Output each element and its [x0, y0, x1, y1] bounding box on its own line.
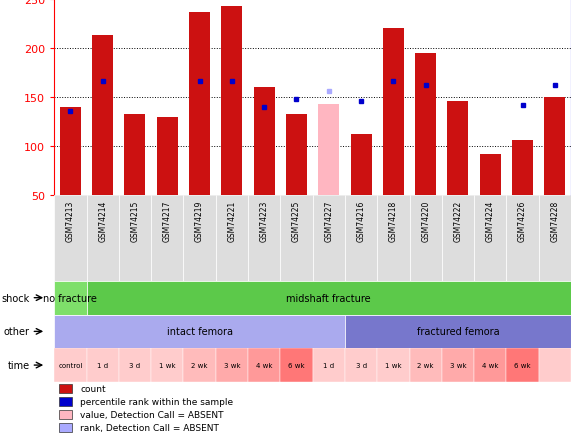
Bar: [313, 196, 345, 281]
Text: count: count: [80, 384, 106, 393]
Bar: [183, 196, 216, 281]
Bar: [318, 105, 339, 196]
Bar: [54, 196, 87, 281]
Bar: [280, 196, 313, 281]
Bar: [506, 349, 538, 382]
Bar: [345, 196, 377, 281]
Bar: [216, 349, 248, 382]
Text: 1 wk: 1 wk: [385, 362, 401, 368]
Bar: [286, 115, 307, 196]
Bar: [345, 349, 377, 382]
Bar: [216, 196, 248, 281]
Text: GSM74213: GSM74213: [66, 200, 75, 241]
Bar: [92, 36, 113, 196]
Text: GSM74218: GSM74218: [389, 200, 398, 241]
Bar: [183, 349, 216, 382]
Text: no fracture: no fracture: [43, 293, 97, 303]
Text: rank, Detection Call = ABSENT: rank, Detection Call = ABSENT: [80, 423, 219, 432]
Bar: [60, 108, 81, 196]
Bar: [474, 349, 506, 382]
Bar: [448, 102, 468, 196]
Text: GSM74226: GSM74226: [518, 200, 527, 241]
Text: GSM74217: GSM74217: [163, 200, 172, 241]
Text: percentile rank within the sample: percentile rank within the sample: [80, 397, 233, 406]
Bar: [54, 349, 87, 382]
Bar: [442, 349, 474, 382]
Bar: [124, 115, 146, 196]
Text: 4 wk: 4 wk: [256, 362, 272, 368]
Bar: [254, 88, 275, 196]
Bar: [54, 281, 87, 315]
Text: GSM74225: GSM74225: [292, 200, 301, 241]
Bar: [506, 196, 538, 281]
Bar: [59, 410, 73, 419]
Bar: [87, 196, 119, 281]
Text: 1 wk: 1 wk: [159, 362, 176, 368]
Text: 1 d: 1 d: [323, 362, 335, 368]
Bar: [544, 98, 565, 196]
Text: GSM74227: GSM74227: [324, 200, 333, 241]
Bar: [59, 397, 73, 406]
Text: time: time: [8, 360, 30, 370]
Bar: [151, 349, 183, 382]
Text: 2 wk: 2 wk: [417, 362, 434, 368]
Text: 6 wk: 6 wk: [514, 362, 531, 368]
Text: GSM74220: GSM74220: [421, 200, 430, 241]
Text: GSM74228: GSM74228: [550, 200, 560, 241]
Text: 6 wk: 6 wk: [288, 362, 305, 368]
Bar: [54, 315, 345, 349]
Bar: [377, 196, 409, 281]
Bar: [383, 30, 404, 196]
Bar: [313, 349, 345, 382]
Bar: [222, 7, 242, 196]
Bar: [119, 349, 151, 382]
Text: GSM74214: GSM74214: [98, 200, 107, 241]
Bar: [59, 384, 73, 393]
Bar: [248, 196, 280, 281]
Bar: [151, 196, 183, 281]
Bar: [474, 196, 506, 281]
Text: midshaft fracture: midshaft fracture: [287, 293, 371, 303]
Bar: [351, 135, 372, 196]
Text: GSM74219: GSM74219: [195, 200, 204, 241]
Text: GSM74215: GSM74215: [131, 200, 139, 241]
Text: other: other: [4, 327, 30, 337]
Bar: [377, 349, 409, 382]
Bar: [280, 349, 313, 382]
Text: 4 wk: 4 wk: [482, 362, 498, 368]
Text: control: control: [58, 362, 83, 368]
Bar: [119, 196, 151, 281]
Bar: [189, 13, 210, 196]
Text: GSM74222: GSM74222: [453, 200, 463, 241]
Bar: [442, 196, 474, 281]
Bar: [538, 349, 571, 382]
Text: 3 wk: 3 wk: [224, 362, 240, 368]
Text: 3 wk: 3 wk: [449, 362, 467, 368]
Bar: [409, 349, 442, 382]
Text: value, Detection Call = ABSENT: value, Detection Call = ABSENT: [80, 410, 224, 419]
Bar: [512, 141, 533, 196]
Bar: [87, 349, 119, 382]
Bar: [409, 196, 442, 281]
Text: 1 d: 1 d: [97, 362, 108, 368]
Bar: [415, 54, 436, 196]
Text: shock: shock: [2, 293, 30, 303]
Text: GSM74216: GSM74216: [356, 200, 365, 241]
Text: GSM74221: GSM74221: [227, 200, 236, 241]
Bar: [345, 315, 571, 349]
Text: 3 d: 3 d: [356, 362, 367, 368]
Text: GSM74223: GSM74223: [260, 200, 269, 241]
Text: 3 d: 3 d: [130, 362, 140, 368]
Bar: [59, 423, 73, 432]
Text: fractured femora: fractured femora: [417, 327, 499, 337]
Bar: [157, 117, 178, 196]
Bar: [538, 196, 571, 281]
Text: 2 wk: 2 wk: [191, 362, 208, 368]
Text: intact femora: intact femora: [167, 327, 232, 337]
Bar: [480, 155, 501, 196]
Bar: [248, 349, 280, 382]
Text: GSM74224: GSM74224: [486, 200, 494, 241]
